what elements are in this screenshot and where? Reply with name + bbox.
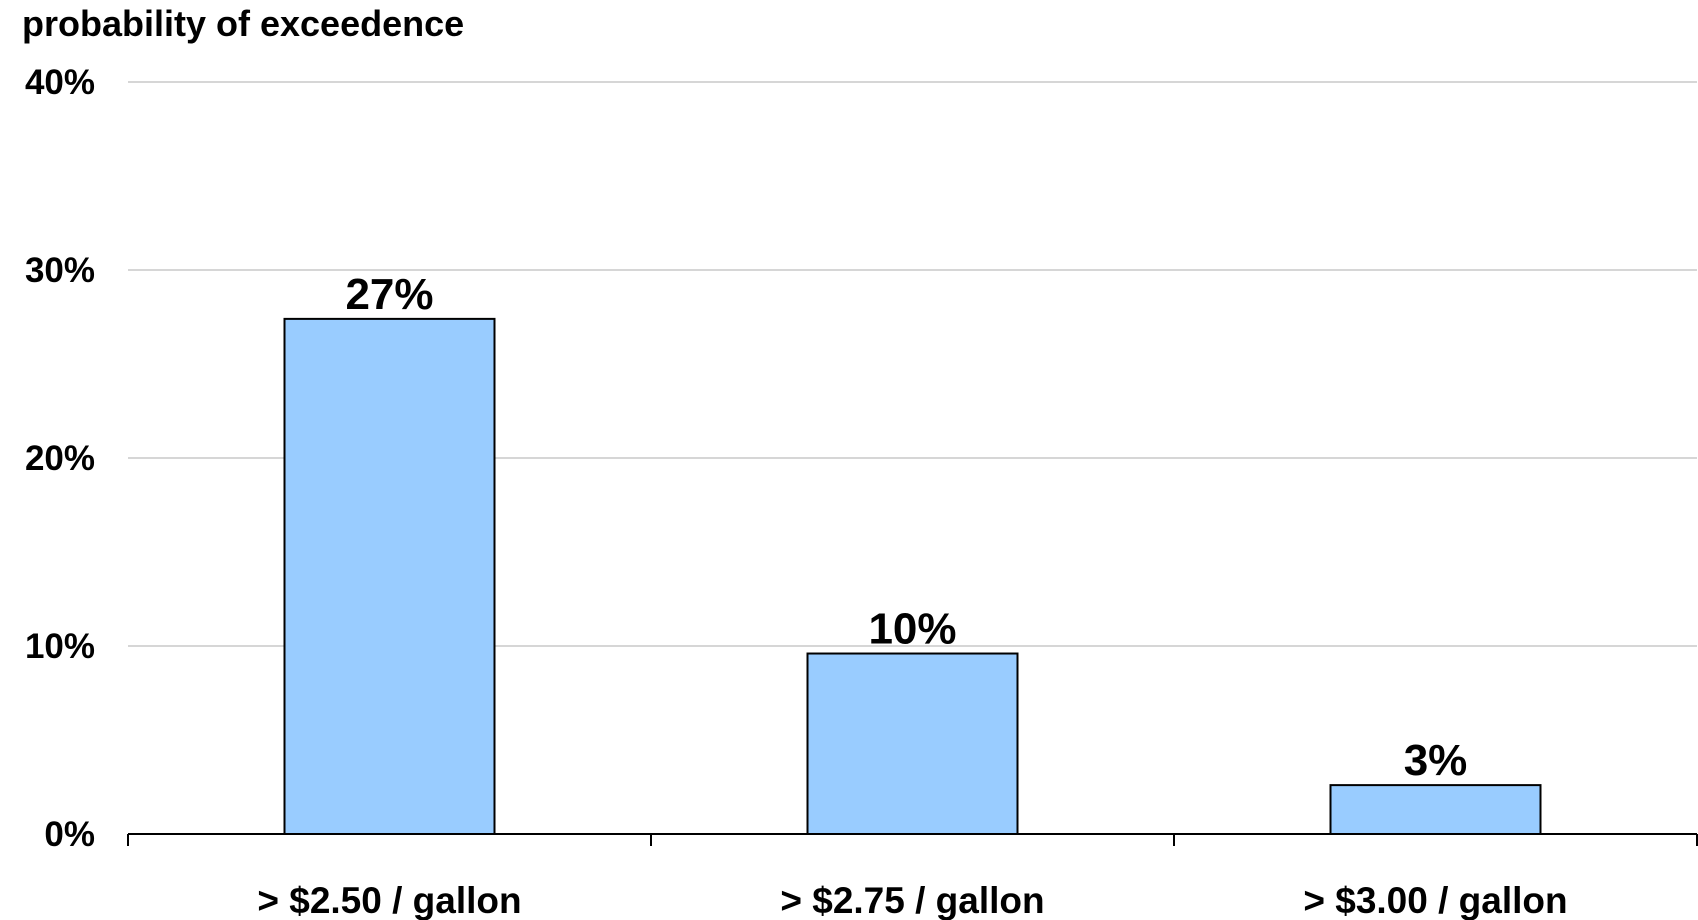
data-label: 27%	[345, 270, 433, 319]
y-tick-label: 20%	[25, 439, 95, 478]
y-tick-label: 30%	[25, 251, 95, 290]
data-label: 3%	[1404, 736, 1468, 785]
x-tick-label: > $2.50 / gallon	[257, 880, 521, 920]
data-label: 10%	[868, 605, 956, 654]
x-axis-ticks: > $2.50 / gallon > $2.75 / gallon > $3.00 …	[257, 880, 1567, 920]
y-tick-label: 40%	[25, 63, 95, 102]
bar	[1329, 784, 1542, 835]
y-axis-label: probability of exceedence	[22, 3, 464, 44]
bar	[283, 317, 496, 835]
x-axis	[127, 833, 1698, 846]
data-labels: 27% 10% 3%	[345, 270, 1467, 785]
bar	[806, 652, 1019, 836]
y-tick-label: 10%	[25, 627, 95, 666]
x-tick-label: > $3.00 / gallon	[1303, 880, 1567, 920]
y-tick-label: 0%	[44, 815, 95, 854]
y-axis-ticks: 0% 10% 20% 30% 40%	[25, 63, 95, 854]
x-tick-label: > $2.75 / gallon	[780, 880, 1044, 920]
bars	[283, 317, 1542, 836]
